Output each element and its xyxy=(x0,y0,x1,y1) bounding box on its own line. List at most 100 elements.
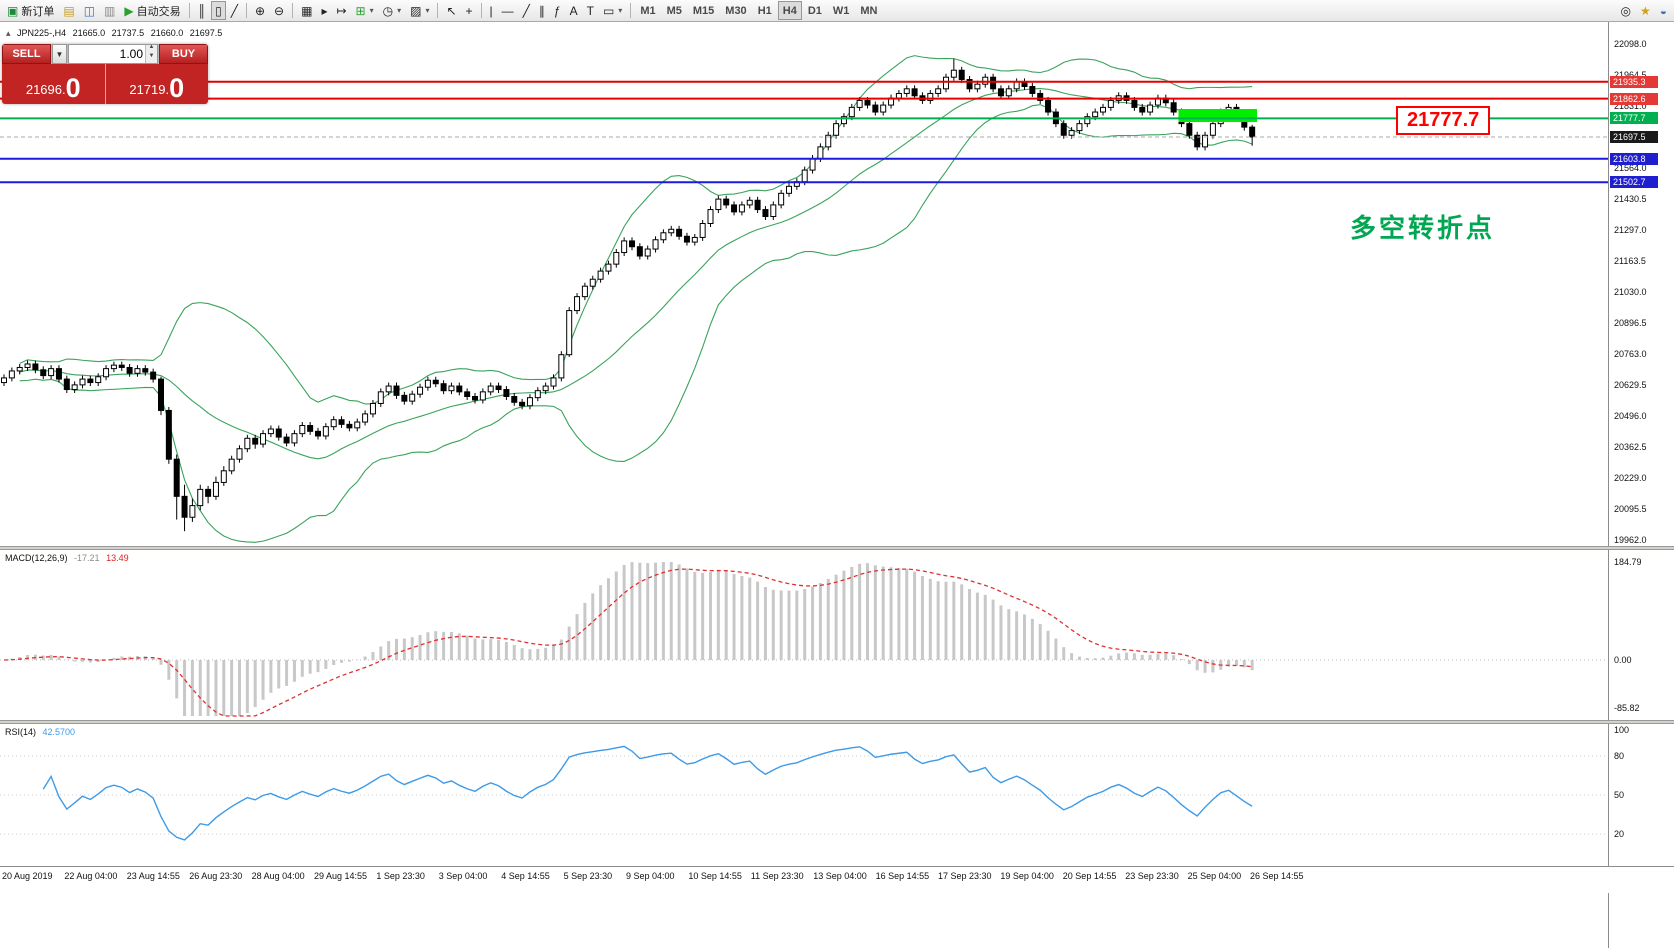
text-button[interactable]: A xyxy=(566,1,582,20)
time-label: 25 Sep 04:00 xyxy=(1187,871,1242,881)
price-tag-21862.6: 21862.6 xyxy=(1610,92,1658,105)
tf-h1[interactable]: H1 xyxy=(753,1,777,20)
horizontal-line-button[interactable]: — xyxy=(498,1,518,20)
tf-mn-label: MN xyxy=(860,4,878,17)
autotrading-button-label: 自动交易 xyxy=(136,5,181,18)
search-button[interactable]: ◎ xyxy=(1617,1,1635,20)
crosshair-button[interactable]: + xyxy=(462,1,477,20)
sell-price-panel[interactable]: 21696. 0 xyxy=(2,64,106,104)
chart-profiles-button[interactable]: ▤ xyxy=(59,1,78,20)
price-label: 21831.0 xyxy=(1614,101,1647,111)
tf-w1[interactable]: W1 xyxy=(828,1,855,20)
tile-windows-button[interactable]: ▦ xyxy=(297,1,316,20)
periods-button[interactable]: ◷ ▾ xyxy=(379,1,406,20)
indicators-icon: ⊞ xyxy=(355,3,366,18)
time-label: 10 Sep 14:55 xyxy=(688,871,742,881)
new-order-button[interactable]: ▣ 新订单 xyxy=(3,1,58,20)
terminal-button[interactable]: ▥ xyxy=(100,1,119,20)
favorites-button[interactable]: ★ xyxy=(1636,1,1655,20)
sell-price-main: 21696. xyxy=(25,82,66,97)
price-label: 21564.0 xyxy=(1614,163,1647,173)
bollinger-middle-line xyxy=(19,88,1253,460)
tile-windows-icon: ▦ xyxy=(301,3,313,18)
bar-chart-button[interactable]: ║ xyxy=(194,1,211,20)
zoom-out-button[interactable]: ⊖ xyxy=(270,1,288,20)
sell-button[interactable]: SELL xyxy=(2,44,51,64)
community-button[interactable]: ◒ xyxy=(1656,1,1671,20)
community-icon: ◒ xyxy=(1659,3,1667,18)
tf-m1[interactable]: M1 xyxy=(635,1,660,20)
price-scale[interactable]: 22098.0 21964.5 21831.0 21564.0 21430.5 21297… xyxy=(1608,22,1674,948)
bollinger-upper-line xyxy=(19,55,1253,405)
highlight-rectangle[interactable] xyxy=(1178,109,1258,123)
rsi-pane-canvas[interactable] xyxy=(0,724,1608,866)
candlestick-chart-button[interactable]: ▯ xyxy=(211,1,226,20)
volume-input[interactable] xyxy=(69,45,145,63)
pane-separator-1[interactable] xyxy=(0,546,1674,550)
new-order-icon: ▣ xyxy=(7,3,19,18)
time-label: 23 Sep 23:30 xyxy=(1125,871,1179,881)
tf-h4[interactable]: H4 xyxy=(777,1,802,20)
tf-d1-label: D1 xyxy=(807,4,822,17)
rsi-name: RSI(14) xyxy=(5,727,37,737)
trend-annotation[interactable]: 多空转折点 xyxy=(1350,213,1496,243)
tf-m15-label: M15 xyxy=(692,4,715,17)
tf-m30-label: M30 xyxy=(725,4,747,17)
zoom-in-button[interactable]: ⊕ xyxy=(251,1,269,20)
tf-mn[interactable]: MN xyxy=(855,1,882,20)
close-value: 21697.5 xyxy=(189,28,223,38)
buy-price-panel[interactable]: 21719. 0 xyxy=(106,64,209,104)
price-label: 20229.0 xyxy=(1614,473,1647,483)
equidistant-channel-button[interactable]: ∥ xyxy=(535,1,549,20)
volume-stepper-down[interactable]: ▼ xyxy=(146,53,157,63)
time-label: 26 Aug 23:30 xyxy=(189,871,243,881)
volume-dropdown-button[interactable]: ▼ xyxy=(52,44,67,64)
volume-stepper-up[interactable]: ▲ xyxy=(146,44,157,54)
arrows-button[interactable]: ▭ ▾ xyxy=(599,1,626,20)
templates-button[interactable]: ▨ ▾ xyxy=(406,1,433,20)
symbol-period-label: JPN225-,H4 xyxy=(17,28,67,38)
auto-scroll-button[interactable]: ▸ xyxy=(317,1,331,20)
price-tag-21502.7: 21502.7 xyxy=(1610,176,1658,189)
chart-shift-button[interactable]: ↦ xyxy=(332,1,350,20)
time-label: 23 Aug 14:55 xyxy=(126,871,180,881)
templates-icon: ▨ xyxy=(410,3,422,18)
time-label: 20 Aug 2019 xyxy=(2,871,53,881)
time-axis[interactable]: 20 Aug 2019 22 Aug 04:00 23 Aug 14:55 26 Au… xyxy=(0,866,1674,893)
toolbar-separator xyxy=(437,3,439,18)
cursor-button[interactable]: ↖ xyxy=(442,1,460,20)
symbol-info: ▴ JPN225-,H4 21665.0 21737.5 21660.0 216… xyxy=(6,28,226,39)
indicators-button[interactable]: ⊞ ▾ xyxy=(352,1,378,20)
time-label: 22 Aug 04:00 xyxy=(64,871,118,881)
trade-prices-row: 21696. 0 21719. 0 xyxy=(2,64,208,104)
vertical-line-button[interactable]: | xyxy=(486,1,497,20)
tf-d1[interactable]: D1 xyxy=(803,1,827,20)
pane-separator-2[interactable] xyxy=(0,720,1674,724)
tf-m15[interactable]: M15 xyxy=(688,1,719,20)
market-watch-button[interactable]: ◫ xyxy=(80,1,99,20)
price-label: 21297.0 xyxy=(1614,225,1647,235)
time-label: 13 Sep 04:00 xyxy=(813,871,867,881)
candlestick-chart-icon: ▯ xyxy=(215,3,222,18)
price-callout[interactable]: 21777.7 xyxy=(1396,106,1491,135)
macd-pane-canvas[interactable] xyxy=(0,550,1608,720)
rsi-indicator-label: RSI(14) 42.5700 xyxy=(5,727,75,737)
label-icon: T xyxy=(586,3,594,18)
main-chart-canvas[interactable] xyxy=(0,22,1608,546)
line-chart-icon: ╱ xyxy=(230,3,238,18)
tf-m5[interactable]: M5 xyxy=(662,1,687,20)
tf-h4-label: H4 xyxy=(782,4,797,17)
trendline-button[interactable]: ╱ xyxy=(519,1,534,20)
chevron-down-icon: ▾ xyxy=(397,6,402,15)
macd-indicator-label: MACD(12,26,9) -17.21 13.49 xyxy=(5,553,129,563)
autotrading-button[interactable]: ▶ 自动交易 xyxy=(120,1,184,20)
vertical-line-icon: | xyxy=(489,3,493,18)
label-button[interactable]: T xyxy=(583,1,598,20)
price-label: 20763.0 xyxy=(1614,349,1647,359)
time-label: 11 Sep 23:30 xyxy=(750,871,804,881)
line-chart-button[interactable]: ╱ xyxy=(227,1,242,20)
fibonacci-button[interactable]: ƒ xyxy=(550,1,565,20)
tf-m30[interactable]: M30 xyxy=(720,1,751,20)
buy-button[interactable]: BUY xyxy=(159,44,208,64)
macd-signal-line xyxy=(3,568,1253,717)
